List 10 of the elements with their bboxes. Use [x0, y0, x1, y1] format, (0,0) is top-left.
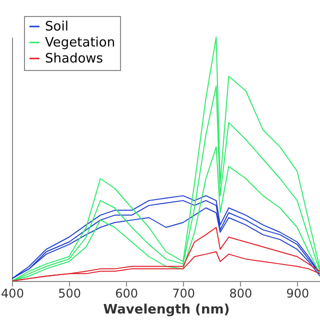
x-tick-label: 600 — [115, 286, 138, 300]
legend-label: Soil — [45, 20, 68, 34]
x-tick-label: 500 — [58, 286, 81, 300]
x-tick-label: 400 — [1, 286, 24, 300]
x-tick-label: 900 — [286, 286, 310, 300]
x-axis-title: Wavelength (nm) — [103, 302, 230, 318]
x-tick-label: 800 — [229, 286, 252, 300]
legend-label: Vegetation — [45, 36, 116, 50]
legend-label: Shadows — [45, 52, 104, 66]
x-tick-label: 700 — [172, 286, 196, 300]
